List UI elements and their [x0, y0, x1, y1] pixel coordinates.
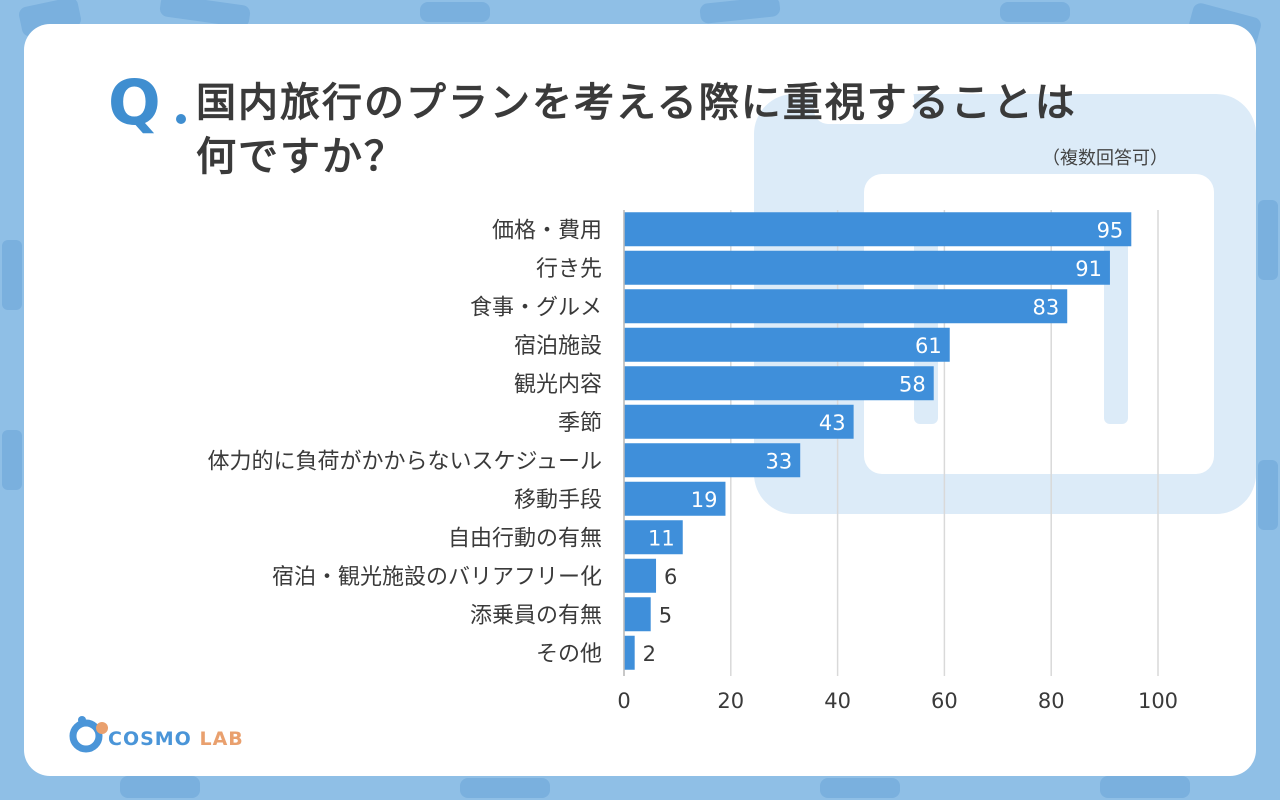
category-label: 価格・費用: [492, 218, 602, 243]
x-tick-label: 60: [931, 689, 958, 713]
category-label: その他: [536, 642, 602, 667]
bar-value-label: 58: [899, 372, 926, 396]
bar-value-label: 95: [1097, 218, 1124, 242]
bar-value-label: 61: [915, 334, 942, 358]
question-line-2: 何ですか？: [196, 134, 406, 180]
question-mark: Q: [108, 66, 161, 139]
bar-chart: 0 20 40 60 80 100 価格・費用 95 行き先 91 食事・グルメ 83 宿泊施設 61 観光…: [208, 210, 1178, 713]
bar-value-label: 43: [819, 411, 846, 435]
bar-value-label: 83: [1032, 295, 1059, 319]
category-label: 観光内容: [514, 372, 602, 397]
question-dot: [176, 114, 186, 124]
category-label: 移動手段: [514, 488, 602, 513]
bar: [624, 481, 726, 516]
x-tick-label: 20: [717, 689, 744, 713]
bar-value-label: 19: [691, 488, 718, 512]
category-label: 宿泊施設: [514, 334, 602, 359]
bar-value-label: 6: [664, 565, 677, 589]
bar: [624, 404, 854, 439]
bar: [624, 558, 657, 593]
bar: [624, 520, 683, 555]
x-tick-label: 40: [824, 689, 851, 713]
bar: [624, 212, 1132, 247]
bar: [624, 327, 950, 362]
category-label: 季節: [558, 411, 602, 436]
category-label: 添乗員の有無: [470, 603, 602, 628]
category-label: 体力的に負荷がかからないスケジュール: [208, 449, 602, 474]
bar-value-label: 91: [1075, 257, 1102, 281]
x-tick-label: 80: [1038, 689, 1065, 713]
bar: [624, 635, 635, 670]
x-tick-label: 0: [617, 689, 630, 713]
cosmo-lab-logo-icon: [69, 716, 108, 753]
x-tick-label: 100: [1138, 689, 1178, 713]
bar: [624, 289, 1068, 324]
logo-text-lab: LAB: [199, 728, 244, 750]
category-label: 自由行動の有無: [448, 526, 602, 551]
bar: [624, 597, 651, 632]
multiple-answer-note: （複数回答可）: [1042, 148, 1168, 169]
bar-value-label: 11: [648, 526, 675, 550]
bar: [624, 250, 1110, 285]
bar-value-label: 2: [643, 642, 656, 666]
bar: [624, 366, 934, 401]
bar: [624, 443, 801, 478]
logo-text-cosmo: COSMO: [108, 728, 192, 750]
question-title: 国内旅行のプランを考える際に重視することは 何ですか？: [196, 76, 1186, 184]
logo-text: COSMO LAB: [108, 728, 244, 750]
category-label: 宿泊・観光施設のバリアフリー化: [272, 565, 602, 590]
bar-value-label: 33: [765, 449, 792, 473]
category-label: 食事・グルメ: [470, 295, 602, 320]
bar-value-label: 5: [659, 603, 672, 627]
question-line-1: 国内旅行のプランを考える際に重視することは: [196, 80, 1077, 126]
category-label: 行き先: [536, 257, 602, 282]
